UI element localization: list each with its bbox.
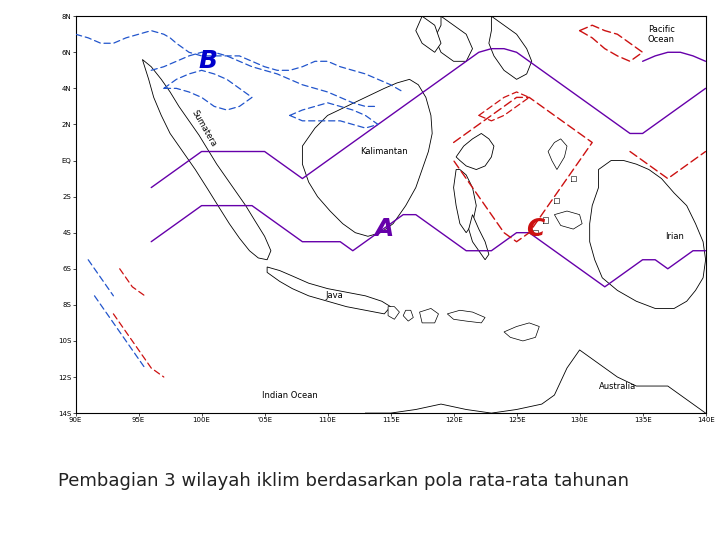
Polygon shape	[388, 307, 400, 319]
Text: Pacific
Ocean: Pacific Ocean	[648, 24, 675, 44]
Polygon shape	[456, 133, 494, 170]
Text: Indian Ocean: Indian Ocean	[262, 390, 318, 400]
Text: Irian: Irian	[665, 232, 683, 241]
Text: Sumatera: Sumatera	[190, 108, 218, 148]
Polygon shape	[267, 267, 390, 314]
Polygon shape	[504, 323, 539, 341]
Polygon shape	[548, 139, 567, 170]
Text: A: A	[374, 217, 394, 241]
Polygon shape	[590, 160, 706, 308]
Polygon shape	[403, 310, 413, 321]
Polygon shape	[454, 170, 476, 233]
Polygon shape	[447, 310, 485, 323]
Text: Kalimantan: Kalimantan	[361, 147, 408, 156]
Polygon shape	[469, 215, 489, 260]
Polygon shape	[489, 16, 531, 79]
Text: Java: Java	[325, 292, 343, 300]
Polygon shape	[416, 16, 441, 52]
Text: B: B	[199, 49, 217, 73]
Polygon shape	[420, 308, 438, 323]
Polygon shape	[302, 79, 432, 237]
Text: Australia: Australia	[599, 382, 636, 390]
Text: C: C	[526, 217, 545, 241]
Polygon shape	[554, 211, 582, 229]
Polygon shape	[143, 59, 271, 260]
Polygon shape	[435, 16, 472, 62]
Text: Pembagian 3 wilayah iklim berdasarkan pola rata-rata tahunan: Pembagian 3 wilayah iklim berdasarkan po…	[58, 471, 629, 490]
